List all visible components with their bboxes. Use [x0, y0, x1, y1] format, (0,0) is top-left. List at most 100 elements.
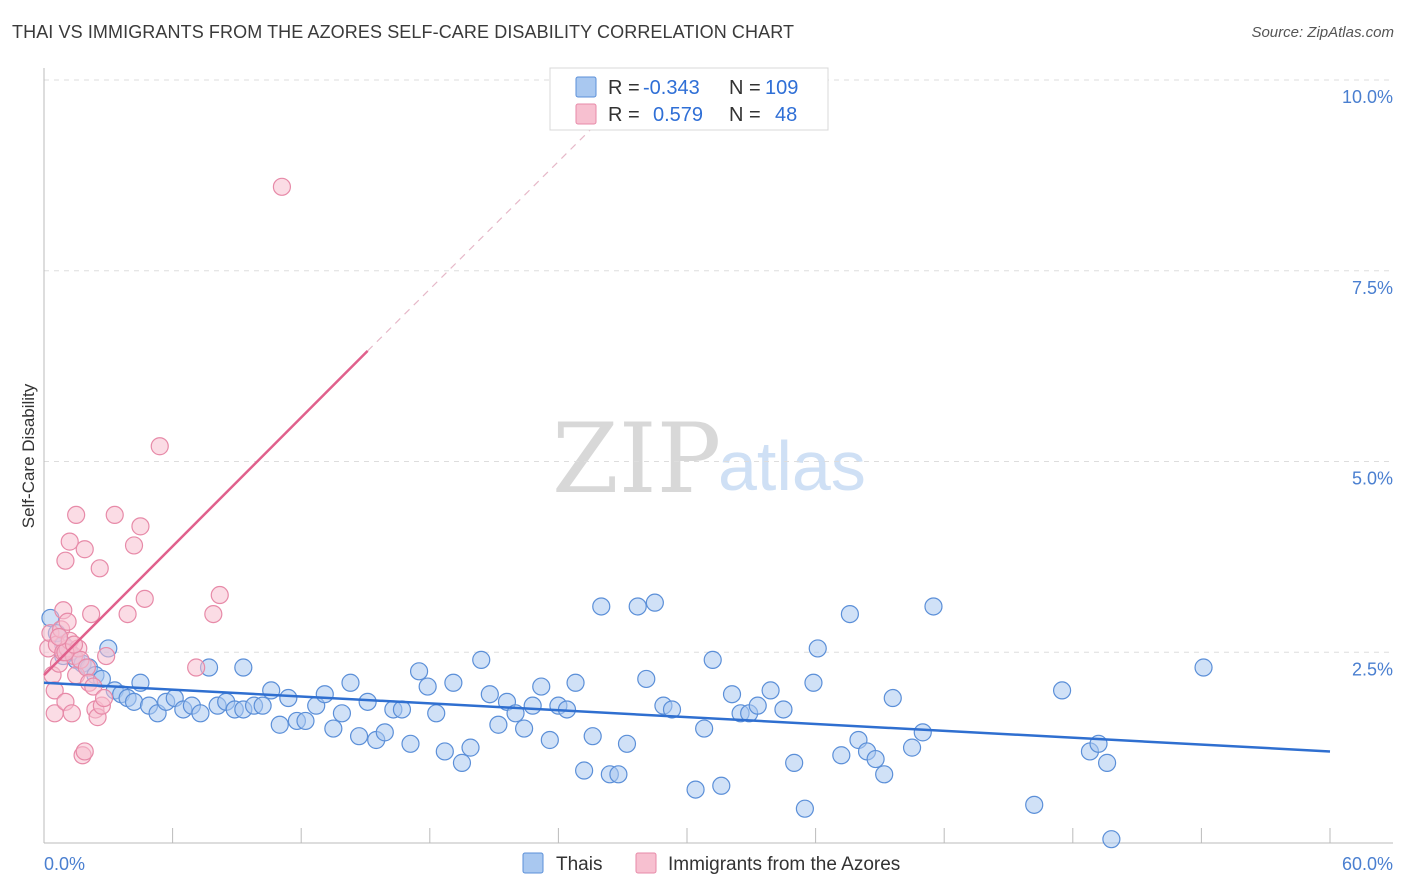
thais-point — [575, 761, 594, 780]
thais-point — [332, 704, 352, 723]
azores-point — [105, 505, 124, 525]
azores-point — [94, 688, 114, 708]
thais-point — [686, 780, 705, 799]
thais-point — [804, 673, 823, 692]
thais-point — [279, 688, 298, 708]
bottom-legend-swatch-azores — [635, 852, 657, 874]
azores-point — [118, 604, 137, 624]
thais-point — [645, 593, 664, 612]
azores-point — [58, 612, 77, 631]
thais-point — [703, 650, 722, 669]
watermark: ZIP atlas — [552, 403, 866, 515]
thais-point — [234, 658, 253, 677]
thais-point — [883, 688, 902, 708]
azores-point — [75, 742, 94, 761]
thais-point — [532, 677, 551, 696]
thais-point — [480, 685, 499, 704]
azores-trend-line — [43, 349, 369, 677]
chart-source: Source: ZipAtlas.com — [1251, 24, 1394, 41]
thais-point — [712, 776, 731, 795]
series-thais — [41, 593, 1213, 849]
series-azores — [39, 177, 292, 765]
thais-point — [924, 597, 943, 616]
thais-point — [695, 719, 714, 738]
legend-n-value-azores: 48 — [775, 104, 797, 126]
thais-point — [515, 719, 534, 738]
azores-point — [62, 704, 81, 723]
thais-point — [609, 765, 628, 784]
thais-point — [540, 730, 559, 750]
watermark-zip: ZIP — [552, 403, 721, 515]
thais-point — [523, 696, 542, 715]
thais-point — [832, 746, 851, 765]
thais-point — [315, 685, 334, 704]
x-tick-label-min: 0.0% — [44, 854, 85, 874]
y-tick-label: 10.0% — [1342, 87, 1393, 107]
bottom-legend-label-azores: Immigrants from the Azores — [668, 854, 900, 875]
axes — [43, 68, 1393, 844]
bottom-legend-swatch-thais — [522, 852, 544, 874]
thais-point — [840, 604, 859, 624]
legend-n-label-thais: N = — [729, 77, 761, 99]
thais-point — [866, 749, 885, 769]
legend-swatch-azores — [575, 103, 597, 125]
legend-r-label-azores: R = — [608, 104, 640, 126]
legend-n-value-thais: 109 — [765, 77, 798, 99]
thais-point — [566, 673, 585, 692]
azores-point — [75, 540, 94, 559]
y-tick-labels: 2.5% 5.0% 7.5% 10.0% — [1342, 87, 1393, 679]
gridlines — [44, 79, 1393, 653]
azores-point — [56, 551, 75, 570]
azores-point — [77, 658, 96, 677]
azores-point — [135, 589, 154, 608]
thais-point — [913, 723, 932, 742]
thais-point — [808, 639, 827, 658]
thais-point — [1052, 681, 1072, 700]
thais-point — [435, 742, 454, 761]
thais-point — [637, 669, 656, 689]
y-axis-label: Self-Care Disability — [19, 383, 38, 528]
thais-point — [592, 597, 611, 616]
y-tick-label: 2.5% — [1352, 659, 1393, 679]
azores-point — [124, 536, 144, 555]
thais-point — [296, 711, 315, 731]
thais-point — [748, 696, 767, 715]
azores-point — [210, 585, 229, 605]
thais-point — [774, 700, 793, 719]
azores-point — [204, 604, 223, 624]
azores-point — [60, 532, 79, 551]
azores-point — [90, 559, 109, 578]
thais-point — [349, 727, 369, 746]
thais-point — [270, 715, 289, 734]
y-tick-label: 7.5% — [1352, 278, 1393, 298]
azores-point — [82, 604, 101, 624]
thais-point — [191, 704, 210, 723]
thais-point — [795, 799, 814, 818]
legend-r-label-thais: R = — [608, 77, 640, 99]
thais-point — [489, 715, 508, 734]
thais-point — [785, 753, 804, 772]
thais-point — [761, 681, 780, 700]
x-ticks: 0.0% 60.0% — [43, 828, 1393, 874]
thais-point — [418, 677, 437, 696]
y-tick-label: 5.0% — [1352, 469, 1393, 489]
thais-point — [324, 719, 343, 738]
azores-point — [97, 646, 116, 666]
thais-point — [444, 673, 463, 692]
thais-point — [124, 692, 144, 711]
thais-point — [392, 700, 412, 719]
azores-point — [150, 437, 169, 456]
thais-point — [461, 738, 480, 757]
legend-r-value-azores: 0.579 — [653, 104, 703, 126]
thais-point — [875, 765, 894, 784]
thais-point — [583, 727, 602, 746]
thais-point — [472, 650, 491, 669]
thais-point — [902, 738, 922, 757]
thais-point — [375, 723, 394, 742]
thais-point — [358, 692, 377, 711]
thais-point — [617, 734, 637, 753]
thais-point — [401, 734, 420, 753]
thais-point — [1025, 795, 1044, 814]
azores-point — [272, 177, 292, 196]
